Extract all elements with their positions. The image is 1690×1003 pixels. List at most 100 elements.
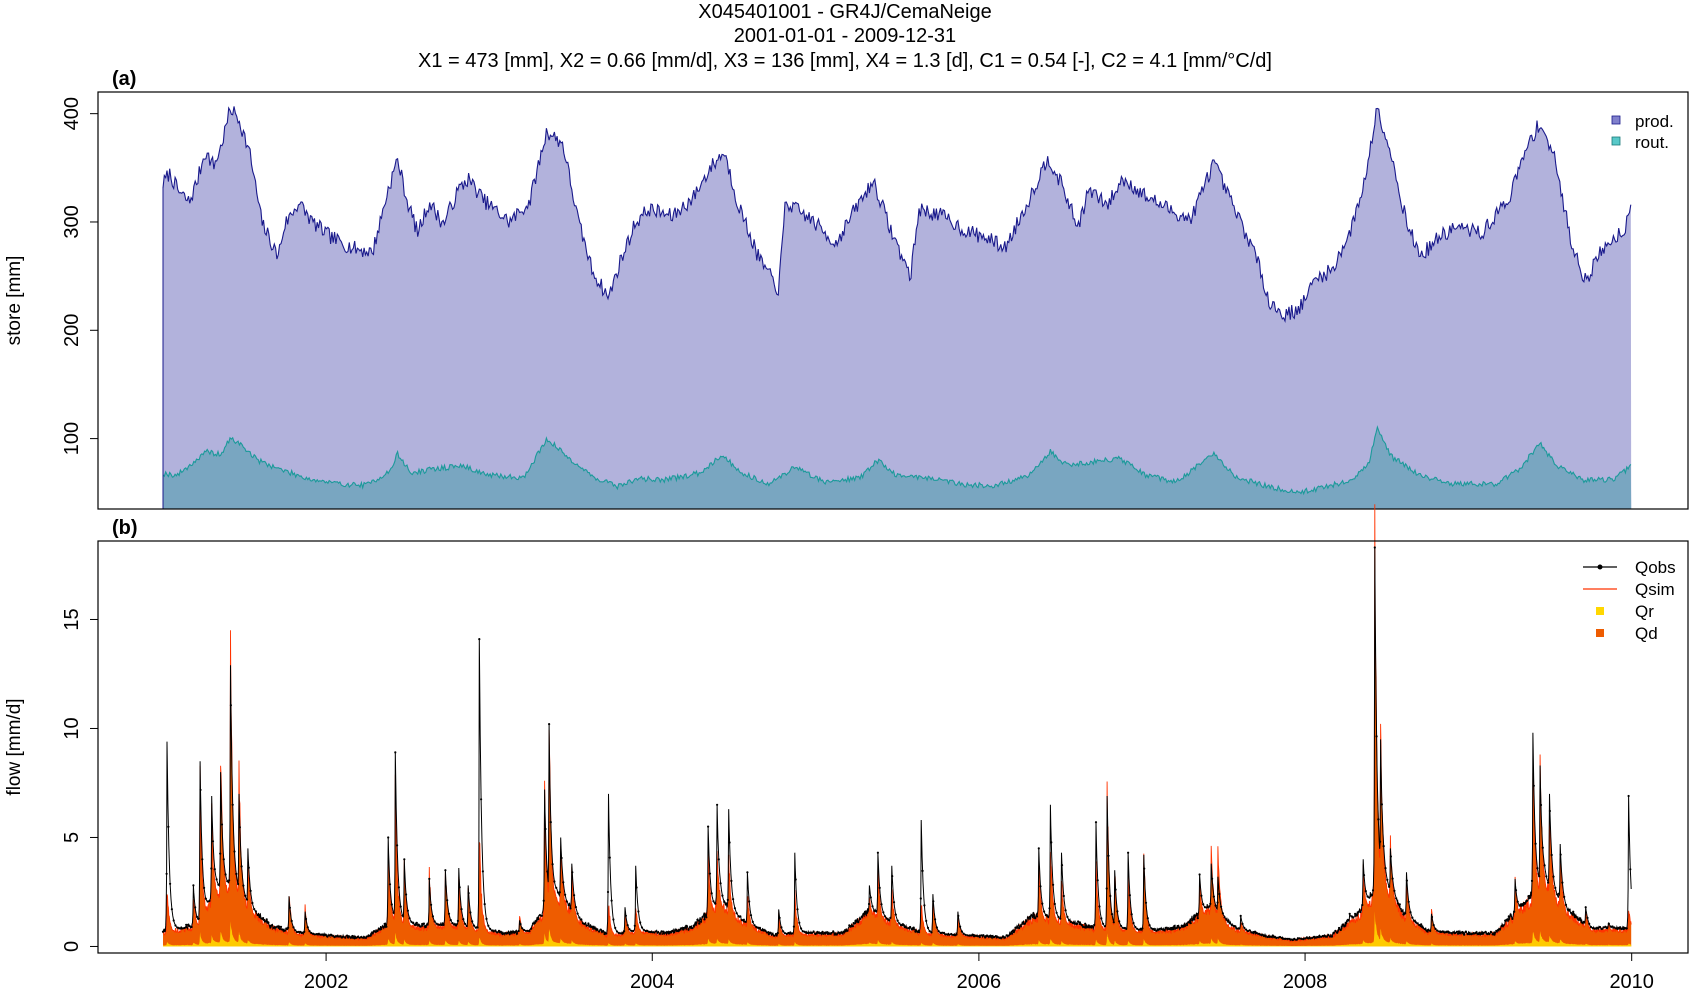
qobs-point bbox=[1427, 928, 1430, 931]
qobs-point bbox=[213, 868, 216, 871]
qobs-point bbox=[247, 866, 250, 869]
qobs-point bbox=[460, 908, 463, 911]
qobs-point bbox=[1616, 927, 1619, 931]
qobs-point bbox=[312, 932, 315, 936]
qobs-point bbox=[814, 932, 817, 936]
qobs-point bbox=[1266, 935, 1269, 939]
qobs-point bbox=[680, 927, 683, 930]
qobs-point bbox=[926, 926, 930, 930]
qobs-point bbox=[996, 936, 999, 939]
qobs-point bbox=[1178, 926, 1182, 929]
qobs-point bbox=[728, 841, 731, 844]
qobs-point bbox=[628, 928, 631, 931]
qobs-point bbox=[580, 918, 583, 921]
qobs-point bbox=[1622, 927, 1625, 931]
qobs-point bbox=[1525, 899, 1528, 903]
qobs-point bbox=[950, 932, 953, 936]
qobs-point bbox=[505, 932, 508, 935]
qobs-point bbox=[730, 879, 733, 883]
qobs-point bbox=[991, 934, 994, 938]
rout-store-area bbox=[163, 427, 1632, 509]
qobs-point bbox=[1132, 921, 1135, 925]
qobs-point bbox=[199, 788, 202, 792]
qobs-point bbox=[864, 910, 867, 913]
qobs-point bbox=[626, 924, 629, 927]
qobs-point bbox=[163, 928, 166, 931]
y-tick-label: 10 bbox=[61, 717, 83, 739]
qobs-point bbox=[1298, 937, 1301, 940]
qobs-point bbox=[581, 922, 585, 925]
qobs-point bbox=[1491, 933, 1494, 936]
qobs-point bbox=[245, 898, 249, 901]
qobs-point bbox=[555, 886, 558, 889]
panel-a-store-chart: 100 200 300 400 store [mm] prod. rout. bbox=[4, 91, 1689, 510]
qobs-point bbox=[689, 926, 692, 929]
qobs-point bbox=[1336, 931, 1339, 934]
qobs-point bbox=[1452, 931, 1455, 934]
qobs-point bbox=[360, 936, 363, 939]
qobs-point bbox=[1513, 910, 1516, 913]
qobs-point bbox=[946, 933, 949, 936]
qobs-point bbox=[458, 886, 461, 889]
qobs-point bbox=[270, 924, 274, 927]
qobs-point bbox=[673, 931, 676, 934]
qobs-point bbox=[1287, 937, 1291, 940]
qobs-point bbox=[1361, 903, 1364, 907]
qobs-point bbox=[803, 930, 806, 933]
qobs-point bbox=[1334, 929, 1337, 933]
qobs-point bbox=[288, 906, 291, 909]
qobs-point bbox=[371, 931, 374, 934]
qobs-point bbox=[1554, 886, 1557, 890]
qobs-point bbox=[365, 935, 368, 938]
qobs-point bbox=[592, 925, 595, 928]
qobs-point bbox=[524, 929, 527, 932]
qobs-point bbox=[1550, 853, 1553, 857]
qobs-point bbox=[1354, 912, 1357, 916]
qobs-point bbox=[1066, 915, 1069, 919]
qobs-point bbox=[349, 936, 352, 939]
qobs-point bbox=[447, 912, 451, 915]
qobs-point bbox=[1613, 926, 1616, 929]
qobs-point bbox=[489, 927, 492, 931]
qobs-point bbox=[496, 931, 499, 934]
qobs-point bbox=[623, 930, 626, 933]
qobs-point bbox=[1407, 900, 1410, 903]
qobs-point bbox=[696, 918, 699, 921]
qobs-point bbox=[499, 930, 502, 933]
qobs-point bbox=[1278, 935, 1282, 939]
qobs-point bbox=[907, 927, 910, 930]
legend-swatch bbox=[1596, 629, 1604, 637]
qobs-point bbox=[753, 924, 756, 927]
qobs-point bbox=[1472, 932, 1475, 935]
qobs-point bbox=[169, 882, 172, 885]
qobs-point bbox=[1600, 927, 1603, 931]
qobs-point bbox=[1023, 922, 1026, 925]
qobs-point bbox=[848, 924, 851, 927]
qobs-point bbox=[399, 905, 402, 908]
qobs-point bbox=[1514, 889, 1518, 892]
qobs-point bbox=[866, 911, 869, 914]
qobs-point bbox=[378, 928, 381, 931]
qobs-point bbox=[1398, 903, 1401, 906]
qobs-point bbox=[1102, 922, 1105, 925]
qobs-point bbox=[903, 925, 906, 929]
qobs-point bbox=[1530, 879, 1534, 883]
qobs-point bbox=[932, 900, 935, 903]
qobs-point bbox=[1539, 803, 1543, 807]
qobs-point bbox=[1157, 928, 1160, 931]
qobs-point bbox=[1171, 928, 1174, 931]
qobs-point bbox=[492, 930, 495, 933]
qobs-point bbox=[1048, 907, 1051, 910]
qobs-point bbox=[1284, 937, 1287, 941]
qobs-point bbox=[478, 638, 481, 641]
qobs-point bbox=[1273, 936, 1276, 939]
qobs-point bbox=[1607, 922, 1610, 925]
qobs-point bbox=[170, 908, 173, 911]
qobs-point bbox=[194, 906, 197, 909]
qobs-point bbox=[1166, 928, 1169, 931]
title-line-3: X1 = 473 [mm], X2 = 0.66 [mm/d], X3 = 13… bbox=[418, 50, 1272, 72]
qobs-point bbox=[1180, 924, 1183, 927]
qobs-point bbox=[1136, 927, 1139, 930]
qobs-point bbox=[363, 936, 367, 939]
qobs-point bbox=[916, 930, 919, 933]
